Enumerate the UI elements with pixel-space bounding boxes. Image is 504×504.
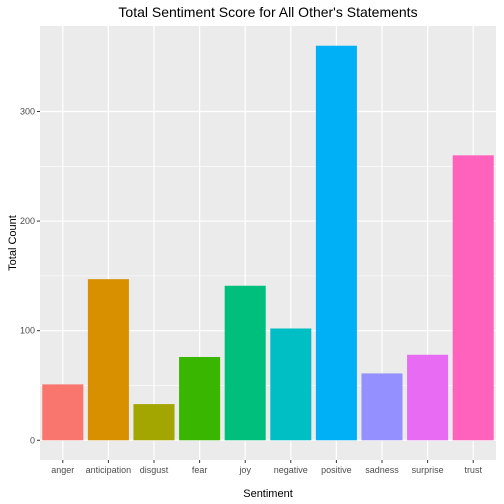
bar-anger xyxy=(42,384,84,441)
x-tick-label: trust xyxy=(464,465,482,475)
x-tick-label: anticipation xyxy=(86,465,132,475)
x-axis-title: Sentiment xyxy=(243,488,293,500)
x-tick-label: positive xyxy=(321,465,352,475)
x-axis: anger anticipation disgust fear joy negative p… xyxy=(51,460,482,475)
chart-title: Total Sentiment Score for All Other's St… xyxy=(118,4,417,20)
bars xyxy=(42,45,494,441)
y-tick-label: 300 xyxy=(20,106,35,116)
x-tick-label: surprise xyxy=(412,465,444,475)
y-axis-title: Total Count xyxy=(7,215,19,271)
y-axis: 0 100 200 300 xyxy=(20,106,40,445)
x-tick-label: sadness xyxy=(365,465,399,475)
x-tick-label: negative xyxy=(274,465,308,475)
bar-joy xyxy=(224,285,266,441)
y-tick-label: 100 xyxy=(20,326,35,336)
bar-fear xyxy=(179,356,221,441)
bar-surprise xyxy=(407,354,449,441)
x-tick-label: joy xyxy=(238,465,251,475)
y-tick-label: 200 xyxy=(20,216,35,226)
x-tick-label: fear xyxy=(192,465,208,475)
x-tick-label: disgust xyxy=(140,465,169,475)
bar-positive xyxy=(315,45,357,441)
x-tick-label: anger xyxy=(51,465,74,475)
bar-anticipation xyxy=(87,279,129,441)
bar-trust xyxy=(452,155,494,441)
bar-disgust xyxy=(133,404,175,441)
bar-sadness xyxy=(361,373,403,441)
y-tick-label: 0 xyxy=(30,435,35,445)
bar-negative xyxy=(270,328,312,441)
